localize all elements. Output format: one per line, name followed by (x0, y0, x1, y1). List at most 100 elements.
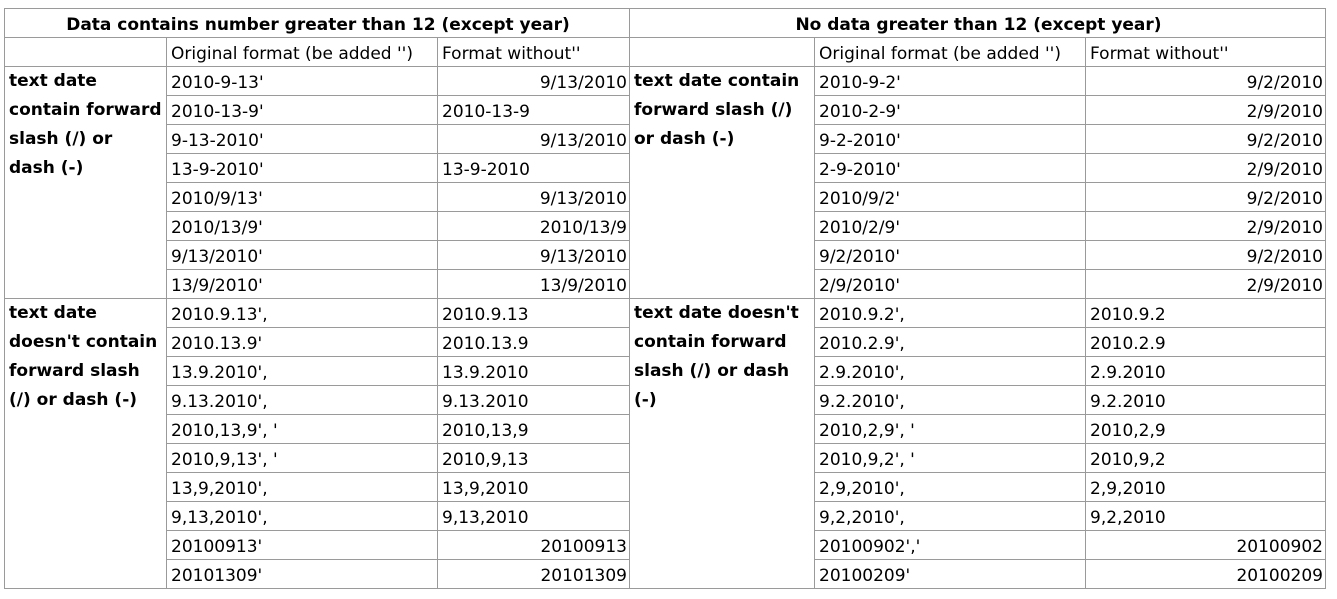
right-original-cell: 2010.9.2', (814, 298, 1086, 328)
right-converted-cell: 9/2/2010 (1085, 182, 1326, 212)
right-original-cell: 9,2,2010', (814, 501, 1086, 531)
right-original-cell: 2-9-2010' (814, 153, 1086, 183)
right-original-cell: 9/2/2010' (814, 240, 1086, 270)
left-converted-cell: 9/13/2010 (437, 240, 630, 270)
left-converted-cell: 13,9,2010 (437, 472, 630, 502)
table-row: 2010/9/13' 9/13/2010 2010/9/2' 9/2/2010 (5, 182, 1326, 212)
left-converted-cell: 9.13.2010 (437, 385, 630, 415)
left-converted-cell: 2010-13-9 (437, 95, 630, 125)
table-row: 9/13/2010' 9/13/2010 9/2/2010' 9/2/2010 (5, 240, 1326, 270)
right-original-cell: 2,9,2010', (814, 472, 1086, 502)
right-header: No data greater than 12 (except year) (629, 8, 1326, 38)
right-converted-cell: 20100209 (1085, 559, 1326, 589)
subheader-row: Original format (be added '') Format wit… (4, 37, 1326, 67)
right-original-cell: 2010,2,9', ' (814, 414, 1086, 444)
left-category-label: text date doesn't contain forward slash … (4, 298, 167, 589)
right-original-cell: 9-2-2010' (814, 124, 1086, 154)
left-original-cell: 9/13/2010' (166, 240, 438, 270)
left-original-cell: 13.9.2010', (166, 356, 438, 386)
right-converted-cell: 9/2/2010 (1085, 124, 1326, 154)
left-original-cell: 2010.13.9' (166, 327, 438, 357)
right-converted-cell: 2/9/2010 (1085, 211, 1326, 241)
left-original-cell: 9,13,2010', (166, 501, 438, 531)
right-original-cell: 2.9.2010', (814, 356, 1086, 386)
table-row: 2010-13-9' 2010-13-9 2010-2-9' 2/9/2010 (5, 95, 1326, 125)
right-converted-cell: 9/2/2010 (1085, 66, 1326, 96)
left-original-cell: 2010.9.13', (166, 298, 438, 328)
right-category-label: text date doesn't contain forward slash … (629, 298, 815, 589)
left-converted-cell: 2010.9.13 (437, 298, 630, 328)
date-format-table: Data contains number greater than 12 (ex… (4, 8, 1326, 589)
table-row: 2010.13.9' 2010.13.9 2010.2.9', 2010.2.9 (5, 327, 1326, 357)
left-converted-cell: 13.9.2010 (437, 356, 630, 386)
table-row: 9-13-2010' 9/13/2010 9-2-2010' 9/2/2010 (5, 124, 1326, 154)
left-without-subheader: Format without'' (437, 37, 630, 67)
right-original-subheader: Original format (be added '') (814, 37, 1086, 67)
table-row: 13-9-2010' 13-9-2010 2-9-2010' 2/9/2010 (5, 153, 1326, 183)
right-converted-cell: 2010,9,2 (1085, 443, 1326, 473)
left-converted-cell: 13-9-2010 (437, 153, 630, 183)
right-converted-cell: 9/2/2010 (1085, 240, 1326, 270)
right-original-cell: 9.2.2010', (814, 385, 1086, 415)
left-original-cell: 9-13-2010' (166, 124, 438, 154)
right-converted-cell: 2010.2.9 (1085, 327, 1326, 357)
left-converted-cell: 2010,9,13 (437, 443, 630, 473)
right-converted-cell: 2010,2,9 (1085, 414, 1326, 444)
left-header: Data contains number greater than 12 (ex… (4, 8, 630, 38)
right-original-cell: 2010/2/9' (814, 211, 1086, 241)
table-row: 13,9,2010', 13,9,2010 2,9,2010', 2,9,2010 (5, 472, 1326, 502)
left-converted-cell: 2010,13,9 (437, 414, 630, 444)
table-row: 13/9/2010' 13/9/2010 2/9/2010' 2/9/2010 (5, 269, 1326, 299)
table-row: 20100913' 20100913 20100902',' 20100902 (5, 530, 1326, 560)
left-converted-cell: 9/13/2010 (437, 124, 630, 154)
left-original-cell: 2010-13-9' (166, 95, 438, 125)
header-row: Data contains number greater than 12 (ex… (4, 8, 1326, 38)
left-original-cell: 13-9-2010' (166, 153, 438, 183)
left-original-cell: 13,9,2010', (166, 472, 438, 502)
left-original-subheader: Original format (be added '') (166, 37, 438, 67)
left-converted-cell: 20100913 (437, 530, 630, 560)
right-without-subheader: Format without'' (1085, 37, 1326, 67)
left-original-cell: 2010,13,9', ' (166, 414, 438, 444)
table-row: 2010,9,13', ' 2010,9,13 2010,9,2', ' 2010,9… (5, 443, 1326, 473)
left-original-cell: 2010/9/13' (166, 182, 438, 212)
right-converted-cell: 2/9/2010 (1085, 153, 1326, 183)
left-original-cell: 9.13.2010', (166, 385, 438, 415)
table-row: 9,13,2010', 9,13,2010 9,2,2010', 9,2,2010 (5, 501, 1326, 531)
empty-cell (4, 37, 167, 67)
right-original-cell: 2/9/2010' (814, 269, 1086, 299)
right-converted-cell: 2/9/2010 (1085, 95, 1326, 125)
table-row: text date doesn't contain forward slash … (4, 298, 1326, 589)
right-converted-cell: 2.9.2010 (1085, 356, 1326, 386)
right-converted-cell: 2,9,2010 (1085, 472, 1326, 502)
right-converted-cell: 20100902 (1085, 530, 1326, 560)
right-original-cell: 2010,9,2', ' (814, 443, 1086, 473)
left-converted-cell: 9,13,2010 (437, 501, 630, 531)
left-original-cell: 20101309' (166, 559, 438, 589)
left-converted-cell: 9/13/2010 (437, 182, 630, 212)
left-original-cell: 20100913' (166, 530, 438, 560)
left-converted-cell: 2010.13.9 (437, 327, 630, 357)
left-original-cell: 2010/13/9' (166, 211, 438, 241)
right-converted-cell: 9.2.2010 (1085, 385, 1326, 415)
left-category-label: text date contain forward slash (/) or d… (4, 66, 167, 299)
left-converted-cell: 9/13/2010 (437, 66, 630, 96)
empty-cell (629, 37, 815, 67)
right-original-cell: 2010.2.9', (814, 327, 1086, 357)
right-converted-cell: 2/9/2010 (1085, 269, 1326, 299)
left-converted-cell: 13/9/2010 (437, 269, 630, 299)
right-category-label: text date contain forward slash (/) or d… (629, 66, 815, 299)
left-converted-cell: 2010/13/9 (437, 211, 630, 241)
right-original-cell: 2010-9-2' (814, 66, 1086, 96)
right-converted-cell: 9,2,2010 (1085, 501, 1326, 531)
table-row: 2010,13,9', ' 2010,13,9 2010,2,9', ' 2010,2… (5, 414, 1326, 444)
right-original-cell: 20100902',' (814, 530, 1086, 560)
table-row: text date contain forward slash (/) or d… (4, 66, 1326, 299)
table-row: 2010/13/9' 2010/13/9 2010/2/9' 2/9/2010 (5, 211, 1326, 241)
left-original-cell: 2010,9,13', ' (166, 443, 438, 473)
left-original-cell: 2010-9-13' (166, 66, 438, 96)
right-original-cell: 2010/9/2' (814, 182, 1086, 212)
right-original-cell: 20100209' (814, 559, 1086, 589)
table-row: 20101309' 20101309 20100209' 20100209 (5, 559, 1326, 589)
left-original-cell: 13/9/2010' (166, 269, 438, 299)
